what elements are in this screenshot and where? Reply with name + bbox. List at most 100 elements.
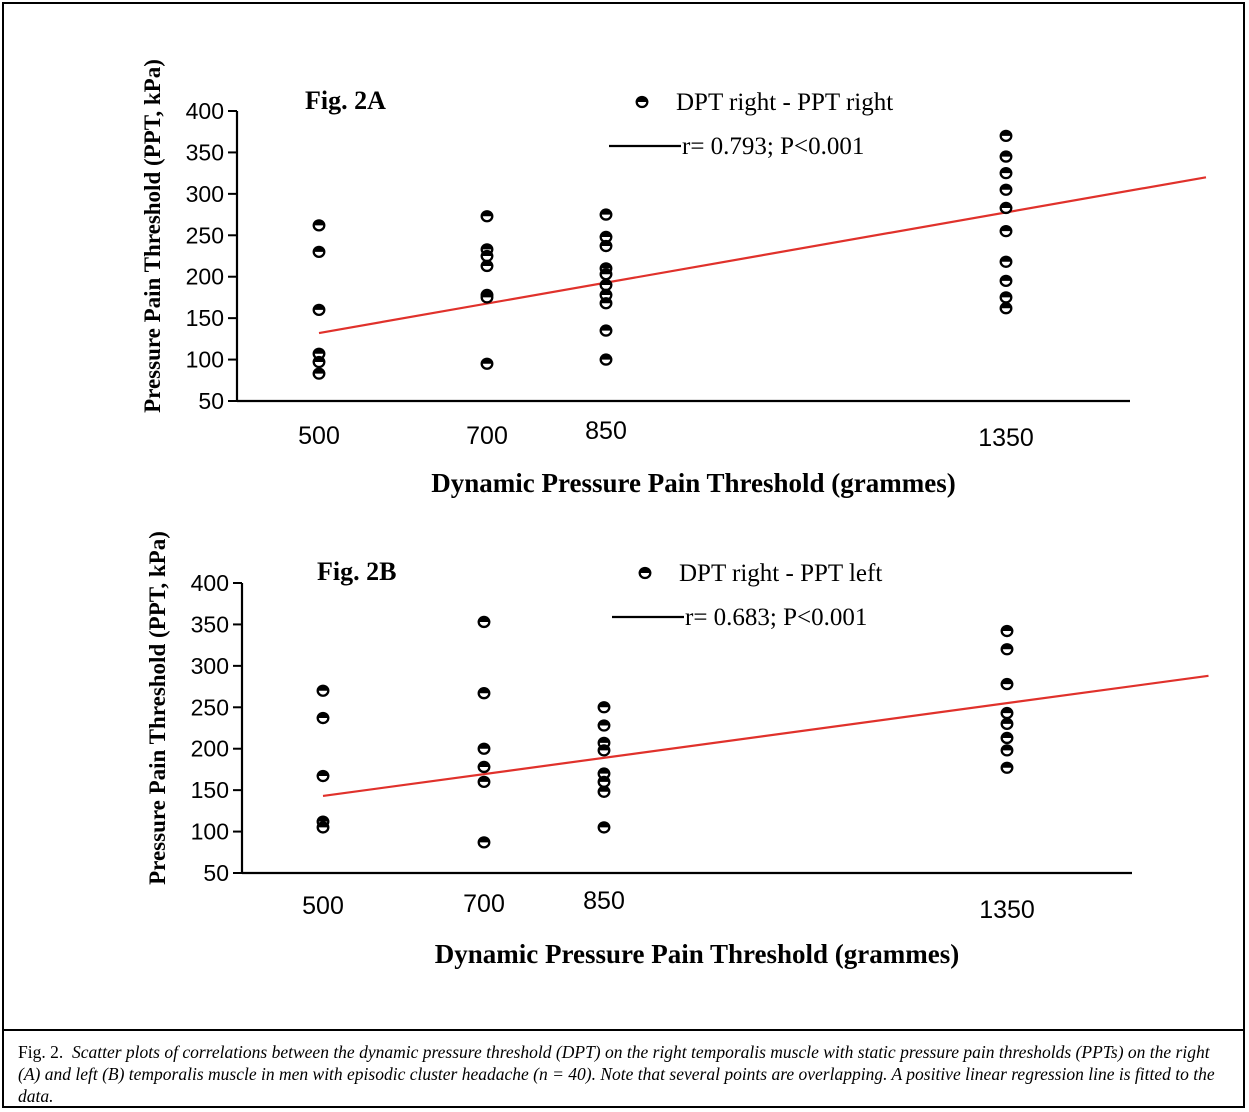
x-tick-label-b-850: 850 <box>583 887 625 915</box>
data-point-fill-a-1350-8 <box>1000 292 1012 298</box>
data-point-fill-b-850-3 <box>598 745 610 751</box>
data-point-fill-b-850-1 <box>598 720 610 726</box>
data-point-fill-a-850-8 <box>600 325 612 331</box>
y-tick-label-a-100: 100 <box>186 347 224 373</box>
data-point-fill-b-500-1 <box>317 713 329 719</box>
data-point-fill-a-850-7 <box>600 298 612 304</box>
data-point-fill-a-1350-9 <box>1000 303 1012 309</box>
data-point-fill-b-1350-3 <box>1001 708 1013 714</box>
data-point-fill-b-850-2 <box>598 737 610 743</box>
data-point-fill-b-1350-0 <box>1001 626 1013 632</box>
chart-title-b: Fig. 2B <box>317 557 396 586</box>
data-point-fill-a-1350-6 <box>1000 256 1012 262</box>
y-tick-label-b-250: 250 <box>191 694 229 720</box>
chart-title-a: Fig. 2A <box>305 86 386 115</box>
regression-line-b <box>322 674 1209 798</box>
x-axis-label-a: Dynamic Pressure Pain Threshold (grammes… <box>431 468 955 498</box>
data-point-fill-a-500-4 <box>313 357 325 363</box>
data-point-fill-a-1350-7 <box>1000 275 1012 281</box>
y-tick-label-b-300: 300 <box>191 653 229 679</box>
data-point-fill-b-500-4 <box>317 822 329 828</box>
data-point-fill-a-850-1 <box>600 231 612 237</box>
legend-marker-fill-a <box>636 97 648 102</box>
data-point-fill-b-1350-2 <box>1001 679 1013 685</box>
data-point-fill-a-700-1 <box>481 244 493 250</box>
data-point-fill-a-700-2 <box>481 251 493 256</box>
caption-label: Fig. 2. <box>18 1042 64 1062</box>
x-tick-label-b-1350: 1350 <box>979 896 1035 924</box>
data-point-fill-a-1350-2 <box>1000 168 1012 174</box>
x-tick-label-b-700: 700 <box>463 890 505 918</box>
data-point-fill-a-500-0 <box>313 220 325 226</box>
y-axis-label-b: Pressure Pain Threshold (PPT, kPa) <box>145 531 170 885</box>
data-point-fill-a-850-4 <box>600 269 612 275</box>
data-point-fill-a-500-3 <box>313 348 325 354</box>
y-tick-label-b-400: 400 <box>191 570 229 596</box>
data-point-fill-a-700-5 <box>481 292 493 298</box>
x-tick-label-a-700: 700 <box>466 422 508 450</box>
y-tick-label-b-200: 200 <box>191 736 229 762</box>
y-tick-label-a-400: 400 <box>186 98 224 124</box>
data-point-fill-b-700-0 <box>478 616 490 622</box>
y-axis-label-a: Pressure Pain Threshold (PPT, kPa) <box>140 59 165 413</box>
legend-line-label-b: r= 0.683; P<0.001 <box>685 604 867 631</box>
legend-points-label-b: DPT right - PPT left <box>679 560 882 587</box>
y-tick-label-b-100: 100 <box>191 819 229 845</box>
y-tick-label-b-350: 350 <box>191 611 229 637</box>
data-point-fill-b-850-7 <box>598 822 610 828</box>
data-point-fill-b-850-5 <box>598 776 610 782</box>
data-point-fill-b-500-3 <box>317 816 329 822</box>
x-tick-label-a-850: 850 <box>585 417 627 445</box>
data-point-fill-a-1350-5 <box>1000 226 1012 232</box>
x-tick-label-a-1350: 1350 <box>978 424 1034 452</box>
data-point-fill-a-500-2 <box>313 304 325 310</box>
y-tick-label-b-50: 50 <box>203 860 229 886</box>
data-point-fill-b-500-2 <box>317 771 329 777</box>
data-point-fill-a-1350-0 <box>1000 130 1012 136</box>
data-point-fill-b-1350-4 <box>1001 718 1013 724</box>
data-point-fill-a-850-0 <box>600 209 612 215</box>
data-point-fill-b-850-4 <box>598 768 610 774</box>
figure-caption: Fig. 2. Scatter plots of correlations be… <box>18 1041 1228 1107</box>
data-point-fill-b-1350-1 <box>1001 644 1013 650</box>
data-point-fill-a-1350-4 <box>1000 202 1012 208</box>
data-point-fill-b-700-4 <box>478 776 490 782</box>
caption-text: Scatter plots of correlations between th… <box>18 1042 1215 1106</box>
regression-line-a <box>318 176 1207 335</box>
data-point-fill-b-1350-5 <box>1001 732 1013 738</box>
y-tick-label-a-350: 350 <box>186 139 224 165</box>
data-point-fill-a-1350-3 <box>1000 184 1012 190</box>
data-point-fill-a-500-1 <box>313 246 325 252</box>
legend-marker-fill-b <box>639 568 651 573</box>
caption-divider <box>2 1029 1245 1031</box>
data-point-fill-a-850-9 <box>600 354 612 360</box>
data-point-fill-a-850-6 <box>600 289 612 295</box>
data-point-fill-b-850-6 <box>598 786 610 792</box>
data-point-fill-a-850-5 <box>600 280 612 285</box>
y-tick-label-a-50: 50 <box>198 388 224 414</box>
data-point-fill-a-850-2 <box>600 241 612 247</box>
data-point-fill-b-700-5 <box>478 837 490 843</box>
x-tick-label-b-500: 500 <box>302 892 344 920</box>
x-axis-label-b: Dynamic Pressure Pain Threshold (grammes… <box>435 939 959 969</box>
x-tick-label-a-500: 500 <box>298 422 340 450</box>
data-point-fill-a-700-6 <box>481 358 493 364</box>
data-point-fill-b-500-0 <box>317 685 329 691</box>
data-point-fill-a-500-5 <box>313 368 325 374</box>
y-tick-label-a-300: 300 <box>186 181 224 207</box>
data-point-fill-b-700-2 <box>478 743 490 749</box>
y-tick-label-a-200: 200 <box>186 264 224 290</box>
data-point-fill-a-850-3 <box>600 263 612 269</box>
y-tick-label-a-250: 250 <box>186 222 224 248</box>
legend-points-label-a: DPT right - PPT right <box>676 89 893 116</box>
data-point-fill-a-700-0 <box>481 211 493 217</box>
data-point-fill-b-700-3 <box>478 761 490 767</box>
data-point-fill-a-1350-1 <box>1000 151 1012 157</box>
data-point-fill-b-1350-6 <box>1001 745 1013 751</box>
y-tick-label-a-150: 150 <box>186 305 224 331</box>
legend-line-label-a: r= 0.793; P<0.001 <box>682 133 864 160</box>
scatter-plots: 50 100 150 200 250 300 350 400 500 700 850 1350 Dyna… <box>140 59 1209 969</box>
data-point-fill-b-1350-7 <box>1001 762 1013 768</box>
y-tick-label-b-150: 150 <box>191 777 229 803</box>
